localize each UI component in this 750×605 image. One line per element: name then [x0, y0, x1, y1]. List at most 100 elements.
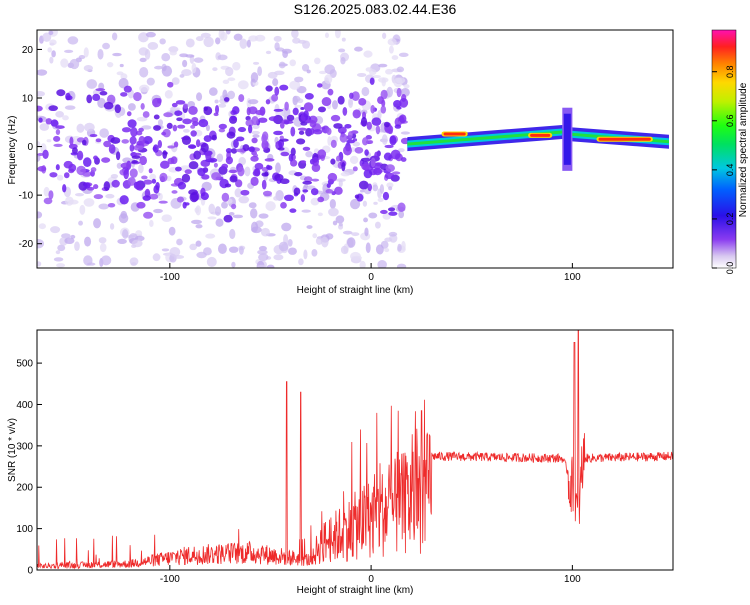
spectrogram-signal-blob: [341, 161, 346, 172]
spectrogram-noise-blob: [169, 246, 181, 257]
spectrogram-signal-blob: [277, 147, 285, 151]
spectrogram-y-ticks: -20 -10 0 10 20: [19, 45, 42, 250]
spectrogram-signal-blob: [135, 182, 141, 191]
spectrogram-noise-blob: [332, 100, 338, 110]
spectrogram-signal-blob: [167, 157, 175, 165]
spectrogram-noise-blob: [110, 173, 119, 179]
spectrogram-signal-blob: [120, 162, 131, 169]
spectrogram-noise-blob: [84, 236, 92, 247]
spectrogram-noise-blob: [205, 233, 216, 239]
spectrogram-signal-blob: [283, 194, 294, 202]
spectrogram-noise-blob: [387, 38, 397, 46]
spectrogram-signal-blob: [311, 178, 320, 182]
spectrogram-signal-blob: [166, 122, 173, 130]
spectrogram-signal-blob: [172, 124, 178, 132]
spectrogram-noise-blob: [362, 200, 368, 207]
spectrogram-signal-blob: [93, 194, 104, 200]
snr-y-tick-label: 400: [16, 400, 33, 411]
spectrogram-signal-blob: [229, 175, 238, 183]
spectrogram-noise-blob: [386, 86, 393, 98]
spectrogram-signal-blob: [187, 144, 197, 149]
spectrogram-signal-blob: [255, 109, 266, 116]
spectrogram-noise-blob: [382, 32, 387, 39]
spectrogram-noise-blob: [334, 30, 341, 39]
spectrogram-noise-blob: [372, 184, 379, 192]
spectrogram-noise-blob: [335, 215, 345, 224]
spectrogram-signal-blob: [133, 152, 142, 156]
spectrogram-signal-blob: [121, 127, 132, 133]
spectrogram-noise-blob: [281, 222, 292, 232]
spectrogram-noise-blob: [396, 66, 405, 73]
spectrogram-signal-blob: [45, 118, 53, 125]
spectrogram-noise-blob: [257, 249, 268, 255]
spectrogram-signal-blob: [273, 130, 284, 136]
spectrogram-noise-blob: [400, 131, 411, 135]
spectrogram-signal-blob: [127, 119, 137, 128]
spectrogram-signal-blob: [203, 135, 212, 143]
spectrogram-noise-blob: [218, 103, 227, 108]
spectrogram-signal-blob: [295, 138, 306, 145]
spectrogram-signal-blob: [240, 189, 250, 196]
spectrogram-noise-blob: [246, 39, 251, 48]
spectrogram-signal-blob: [302, 189, 309, 193]
spectrogram-signal-blob: [211, 172, 221, 181]
spectrogram-noise-blob: [332, 220, 338, 226]
spectrogram-noise-blob: [43, 186, 50, 197]
spectrogram-signal-blob: [354, 194, 360, 199]
spectrogram-signal-blob: [37, 152, 44, 156]
spectrogram-signal-blob: [274, 86, 280, 96]
spectrogram-noise-blob: [200, 32, 211, 38]
spectrogram-noise-blob: [136, 116, 148, 122]
spectrogram-signal-blob: [293, 187, 301, 196]
spectrogram-signal-blob: [286, 114, 295, 122]
spectrogram-signal-blob: [181, 135, 192, 145]
spectrogram-signal-blob: [264, 171, 269, 177]
spectrogram-signal-blob: [143, 136, 153, 145]
spectrogram-signal-blob: [251, 115, 259, 126]
spectrogram-peak: [598, 137, 651, 141]
spectrogram-signal-blob: [326, 127, 332, 136]
spectrogram-noise-blob: [138, 47, 149, 56]
spectrogram-noise-blob: [228, 212, 235, 216]
spectrogram-signal-blob: [343, 145, 352, 156]
spectrogram-signal-blob: [55, 125, 65, 129]
spectrogram-noise-blob: [78, 220, 83, 226]
spectrogram-signal-blob: [197, 167, 206, 177]
spectrogram-noise-blob: [39, 123, 50, 131]
spectrogram-noise-blob: [377, 260, 387, 268]
spectrogram-signal-blob: [280, 151, 290, 157]
spectrogram-signal-blob: [171, 190, 178, 194]
spectrogram-signal-blob: [167, 145, 176, 149]
spectrogram-noise-blob: [209, 87, 218, 96]
spectrogram-noise-blob: [83, 255, 93, 266]
spectrogram-noise-blob: [208, 203, 216, 214]
spectrogram-noise-blob: [159, 38, 166, 45]
spectrogram-signal-blob: [400, 157, 407, 162]
spectrogram-signal-blob: [360, 157, 371, 162]
colorbar-tick-label: 0.6: [725, 115, 735, 128]
spectrogram-signal-blob: [133, 91, 142, 102]
spectrogram-signal-blob: [371, 117, 382, 126]
spectrogram-signal-blob: [101, 157, 111, 163]
spectrogram-signal-blob: [200, 192, 209, 201]
spectrogram-signal-blob: [114, 104, 121, 114]
spectrogram-signal-blob: [384, 144, 394, 149]
spectrogram-noise-blob: [206, 256, 217, 267]
spectrogram-noise-blob: [176, 238, 183, 246]
spectrogram-signal-blob: [176, 117, 183, 122]
spectrogram-signal-blob: [76, 165, 87, 176]
spectrogram-noise-blob: [349, 155, 359, 165]
spectrogram-signal-blob: [138, 127, 144, 132]
spectrogram-noise-blob: [238, 246, 244, 255]
spectrogram-signal-blob: [385, 164, 395, 172]
spectrogram-noise-blob: [232, 61, 241, 71]
spectrogram-noise-blob: [266, 264, 275, 268]
spectrogram-signal-blob: [55, 164, 60, 171]
spectrogram-signal-blob: [300, 106, 305, 111]
spectrogram-signal-blob: [142, 111, 150, 118]
spectrogram-noise-blob: [105, 193, 115, 199]
spectrogram-signal-blob: [62, 184, 67, 193]
spectrogram-signal-blob: [173, 141, 179, 148]
spectrogram-noise-blob: [207, 216, 217, 220]
spectrogram-noise-blob: [363, 217, 368, 223]
